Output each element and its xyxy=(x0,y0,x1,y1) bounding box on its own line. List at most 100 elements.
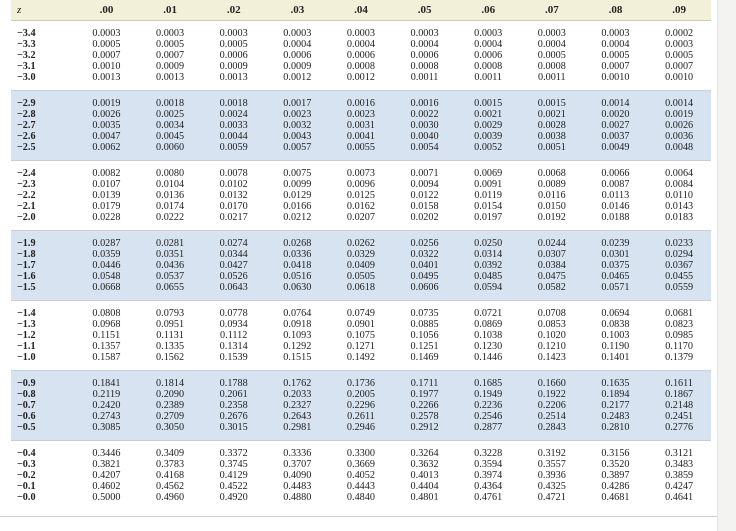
column-header: .03 xyxy=(265,0,330,21)
probability-cell: 0.0122 xyxy=(392,190,457,201)
probability-cell: 0.0075 xyxy=(265,161,330,179)
probability-cell: 0.1314 xyxy=(201,341,266,352)
z-value-cell: −2.9 xyxy=(11,91,75,109)
probability-cell: 0.4880 xyxy=(265,492,330,510)
probability-cell: 0.4090 xyxy=(265,470,330,481)
table-header: z .00 .01 .02 .03 .04 .05 .06 .07 .08 .0… xyxy=(11,0,711,21)
probability-cell: 0.0392 xyxy=(456,260,520,271)
probability-cell: 0.3897 xyxy=(583,470,648,481)
probability-cell: 0.1112 xyxy=(201,330,266,341)
probability-cell: 0.0465 xyxy=(583,271,648,282)
z-value-cell: −1.8 xyxy=(11,249,75,260)
separator-cell xyxy=(11,370,711,371)
probability-cell: 0.0307 xyxy=(520,249,584,260)
probability-cell: 0.0029 xyxy=(456,120,520,131)
probability-cell: 0.0571 xyxy=(583,282,648,301)
probability-cell: 0.0007 xyxy=(74,50,139,61)
probability-cell: 0.0968 xyxy=(74,319,139,330)
z-value-cell: −0.5 xyxy=(11,422,75,441)
probability-cell: 0.0139 xyxy=(74,190,139,201)
table-row: −3.3 0.0005 0.0005 0.0005 0.0004 0.0004 0.0004… xyxy=(11,39,711,50)
z-value-cell: −2.0 xyxy=(11,212,75,231)
probability-cell: 0.1587 xyxy=(74,352,139,371)
probability-cell: 0.2119 xyxy=(74,389,139,400)
z-value-cell: −0.7 xyxy=(11,400,75,411)
z-value-cell: −2.6 xyxy=(11,131,75,142)
probability-cell: 0.1922 xyxy=(520,389,584,400)
probability-cell: 0.0409 xyxy=(329,260,393,271)
probability-cell: 0.0014 xyxy=(583,91,648,109)
probability-cell: 0.0014 xyxy=(647,91,711,109)
probability-cell: 0.0869 xyxy=(456,319,520,330)
probability-cell: 0.0244 xyxy=(520,231,584,249)
probability-cell: 0.0668 xyxy=(74,282,139,301)
probability-cell: 0.0006 xyxy=(456,50,520,61)
probability-cell: 0.0096 xyxy=(329,179,393,190)
probability-cell: 0.0630 xyxy=(265,282,330,301)
probability-cell: 0.1151 xyxy=(74,330,139,341)
separator-cell xyxy=(11,230,711,231)
z-value-cell: −3.2 xyxy=(11,50,75,61)
probability-cell: 0.0002 xyxy=(647,20,711,39)
group-separator xyxy=(11,160,711,161)
probability-cell: 0.0064 xyxy=(647,161,711,179)
probability-cell: 0.2061 xyxy=(201,389,266,400)
probability-cell: 0.4801 xyxy=(392,492,457,510)
probability-cell: 0.4681 xyxy=(583,492,648,510)
probability-cell: 0.0003 xyxy=(583,20,648,39)
z-value-cell: −1.0 xyxy=(11,352,75,371)
probability-cell: 0.0129 xyxy=(265,190,330,201)
probability-cell: 0.1867 xyxy=(647,389,711,400)
probability-cell: 0.1020 xyxy=(520,330,584,341)
probability-cell: 0.2296 xyxy=(329,400,393,411)
probability-cell: 0.0011 xyxy=(392,72,457,91)
probability-cell: 0.0004 xyxy=(329,39,393,50)
group-separator xyxy=(11,370,711,371)
probability-cell: 0.0028 xyxy=(520,120,584,131)
probability-cell: 0.3520 xyxy=(583,459,648,470)
probability-cell: 0.0008 xyxy=(456,61,520,72)
probability-cell: 0.0250 xyxy=(456,231,520,249)
probability-cell: 0.2005 xyxy=(329,389,393,400)
probability-cell: 0.0778 xyxy=(201,301,266,319)
probability-cell: 0.4960 xyxy=(138,492,202,510)
probability-cell: 0.0003 xyxy=(265,20,330,39)
z-value-cell: −2.8 xyxy=(11,109,75,120)
probability-cell: 0.0212 xyxy=(265,212,330,231)
probability-cell: 0.3015 xyxy=(201,422,266,441)
probability-cell: 0.1635 xyxy=(583,371,648,389)
probability-cell: 0.0548 xyxy=(74,271,139,282)
probability-cell: 0.0485 xyxy=(456,271,520,282)
probability-cell: 0.0013 xyxy=(74,72,139,91)
probability-cell: 0.0055 xyxy=(329,142,393,161)
probability-cell: 0.2709 xyxy=(138,411,202,422)
table-row: −1.4 0.0808 0.0793 0.0778 0.0764 0.0749 0.0735… xyxy=(11,301,711,319)
probability-cell: 0.4562 xyxy=(138,481,202,492)
probability-cell: 0.1977 xyxy=(392,389,457,400)
table-row: −2.2 0.0139 0.0136 0.0132 0.0129 0.0125 0.0122… xyxy=(11,190,711,201)
probability-cell: 0.3446 xyxy=(74,441,139,459)
probability-cell: 0.0010 xyxy=(583,72,648,91)
probability-cell: 0.3264 xyxy=(392,441,457,459)
probability-cell: 0.0099 xyxy=(265,179,330,190)
z-value-cell: −0.9 xyxy=(11,371,75,389)
probability-cell: 0.4325 xyxy=(520,481,584,492)
probability-cell: 0.1075 xyxy=(329,330,393,341)
probability-cell: 0.1949 xyxy=(456,389,520,400)
probability-cell: 0.0011 xyxy=(456,72,520,91)
probability-cell: 0.2358 xyxy=(201,400,266,411)
probability-cell: 0.4920 xyxy=(201,492,266,510)
probability-cell: 0.0009 xyxy=(138,61,202,72)
probability-cell: 0.0049 xyxy=(583,142,648,161)
probability-cell: 0.1446 xyxy=(456,352,520,371)
probability-cell: 0.0062 xyxy=(74,142,139,161)
probability-cell: 0.0401 xyxy=(392,260,457,271)
table-row: −2.9 0.0019 0.0018 0.0018 0.0017 0.0016 0.0016… xyxy=(11,91,711,109)
probability-cell: 0.0516 xyxy=(265,271,330,282)
table-row: −0.5 0.3085 0.3050 0.3015 0.2981 0.2946 0.2912… xyxy=(11,422,711,441)
probability-cell: 0.0015 xyxy=(456,91,520,109)
z-value-cell: −0.2 xyxy=(11,470,75,481)
probability-cell: 0.0233 xyxy=(647,231,711,249)
probability-cell: 0.0032 xyxy=(265,120,330,131)
column-header: .02 xyxy=(201,0,266,21)
